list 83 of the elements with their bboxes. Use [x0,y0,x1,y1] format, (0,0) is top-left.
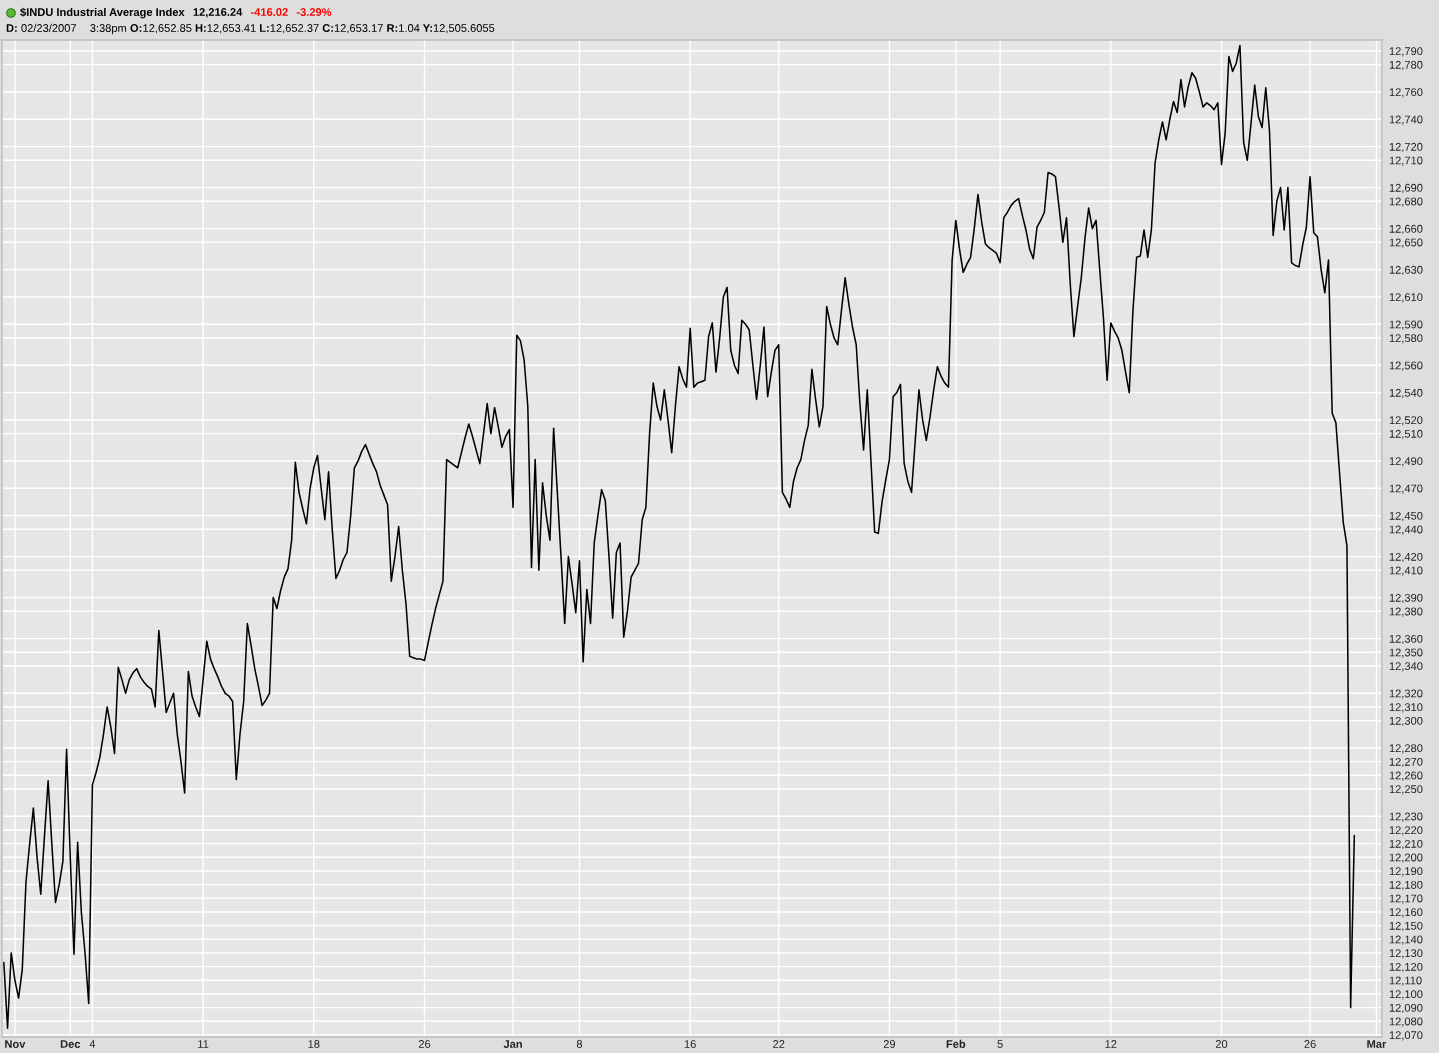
text: 3:38pm [90,24,127,35]
y-tick-label: 12,310 [1389,703,1423,713]
y-tick-label: 12,100 [1389,990,1423,1000]
x-tick-label: 20 [1215,1040,1228,1048]
y-tick-label: 12,160 [1389,908,1423,918]
x-tick-label: 5 [997,1040,1003,1048]
y-tick-label: 12,740 [1389,115,1423,125]
y-tick-label: 12,690 [1389,183,1423,194]
x-tick-label: Dec [60,1040,81,1048]
y-tick-label: 12,190 [1389,867,1423,877]
x-tick-label: Nov [5,1040,26,1048]
y-tick-label: 12,080 [1389,1017,1423,1027]
y-tick-label: 12,260 [1389,771,1423,781]
text: D: 02/23/2007 [6,23,77,32]
text: -3.29% [296,8,332,16]
y-tick-label: 12,540 [1389,388,1423,399]
text: Y:12,505.6055 [422,24,495,34]
y-tick-label: 12,090 [1389,1003,1423,1014]
y-tick-label: 12,340 [1389,662,1423,672]
y-tick-label: 12,490 [1389,457,1423,467]
y-tick-label: 12,410 [1389,566,1423,576]
y-tick-label: 12,130 [1389,949,1423,959]
x-tick-label: 8 [576,1040,583,1048]
text: 12,216.24 [193,8,243,18]
y-tick-label: 12,180 [1389,880,1423,891]
text: H:12,653.41 [195,24,256,34]
x-tick-label: 26 [1304,1040,1316,1048]
y-tick-label: 12,350 [1389,648,1423,658]
text: -416.02 [250,8,288,16]
x-tick-label: 22 [773,1040,785,1048]
y-tick-label: 12,380 [1389,607,1423,617]
y-tick-label: 12,680 [1389,197,1423,207]
y-tick-label: 12,170 [1389,894,1423,904]
y-tick-label: 12,780 [1389,60,1423,71]
x-tick-label: 12 [1105,1040,1117,1048]
y-tick-label: 12,610 [1389,293,1423,303]
line-series [3,44,1356,1029]
y-tick-label: 12,440 [1389,525,1423,535]
x-tick-label: 16 [684,1040,696,1048]
y-tick-label: 12,110 [1389,976,1422,986]
x-tick-label: Jan [503,1040,522,1048]
y-tick-label: 12,630 [1389,265,1423,276]
x-tick-label: 29 [883,1040,896,1048]
y-tick-label: 12,250 [1389,785,1423,795]
y-tick-label: 12,230 [1389,812,1423,822]
y-tick-label: 12,140 [1389,935,1423,945]
x-tick-label: 4 [89,1040,96,1048]
text: C:12,653.17 [322,24,383,34]
y-tick-label: 12,510 [1389,429,1423,440]
y-tick-label: 12,210 [1389,839,1423,850]
x-tick-label: Feb [946,1039,966,1048]
y-tick-label: 12,120 [1389,962,1423,973]
x-tick-label: 11 [198,1040,209,1048]
y-tick-label: 12,520 [1389,416,1423,426]
chart-title: $INDU Industrial Average Index [20,7,185,19]
y-tick-label: 12,200 [1389,853,1423,863]
y-tick-label: 12,280 [1389,744,1423,754]
y-tick-label: 12,650 [1389,238,1423,248]
y-tick-label: 12,720 [1389,142,1423,153]
y-tick-label: 12,320 [1389,689,1423,699]
x-tick-label: 26 [418,1040,431,1048]
text: L:12,652.37 [259,24,319,34]
y-tick-label: 12,220 [1389,826,1423,836]
y-tick-label: 12,390 [1389,593,1423,604]
text: O:12,652.85 [130,24,192,34]
y-tick-label: 12,470 [1389,484,1423,494]
y-tick-label: 12,660 [1389,224,1423,235]
x-tick-label: Mar [1367,1040,1387,1048]
y-tick-label: 12,760 [1389,88,1423,98]
y-tick-label: 12,150 [1389,921,1423,932]
y-tick-label: 12,270 [1389,757,1423,768]
y-tick-label: 12,450 [1389,511,1423,522]
y-tick-label: 12,360 [1389,634,1423,645]
y-tick-label: 12,070 [1389,1031,1423,1041]
y-tick-label: 12,580 [1389,334,1423,344]
y-tick-label: 12,420 [1389,552,1423,563]
y-tick-label: 12,590 [1389,320,1423,330]
text: R:1.04 [387,24,420,32]
y-tick-label: 12,300 [1389,716,1423,727]
x-tick-label: 18 [308,1040,320,1048]
y-tick-label: 12,710 [1389,156,1423,166]
y-tick-label: 12,560 [1389,361,1423,371]
y-tick-label: 12,790 [1389,47,1423,57]
